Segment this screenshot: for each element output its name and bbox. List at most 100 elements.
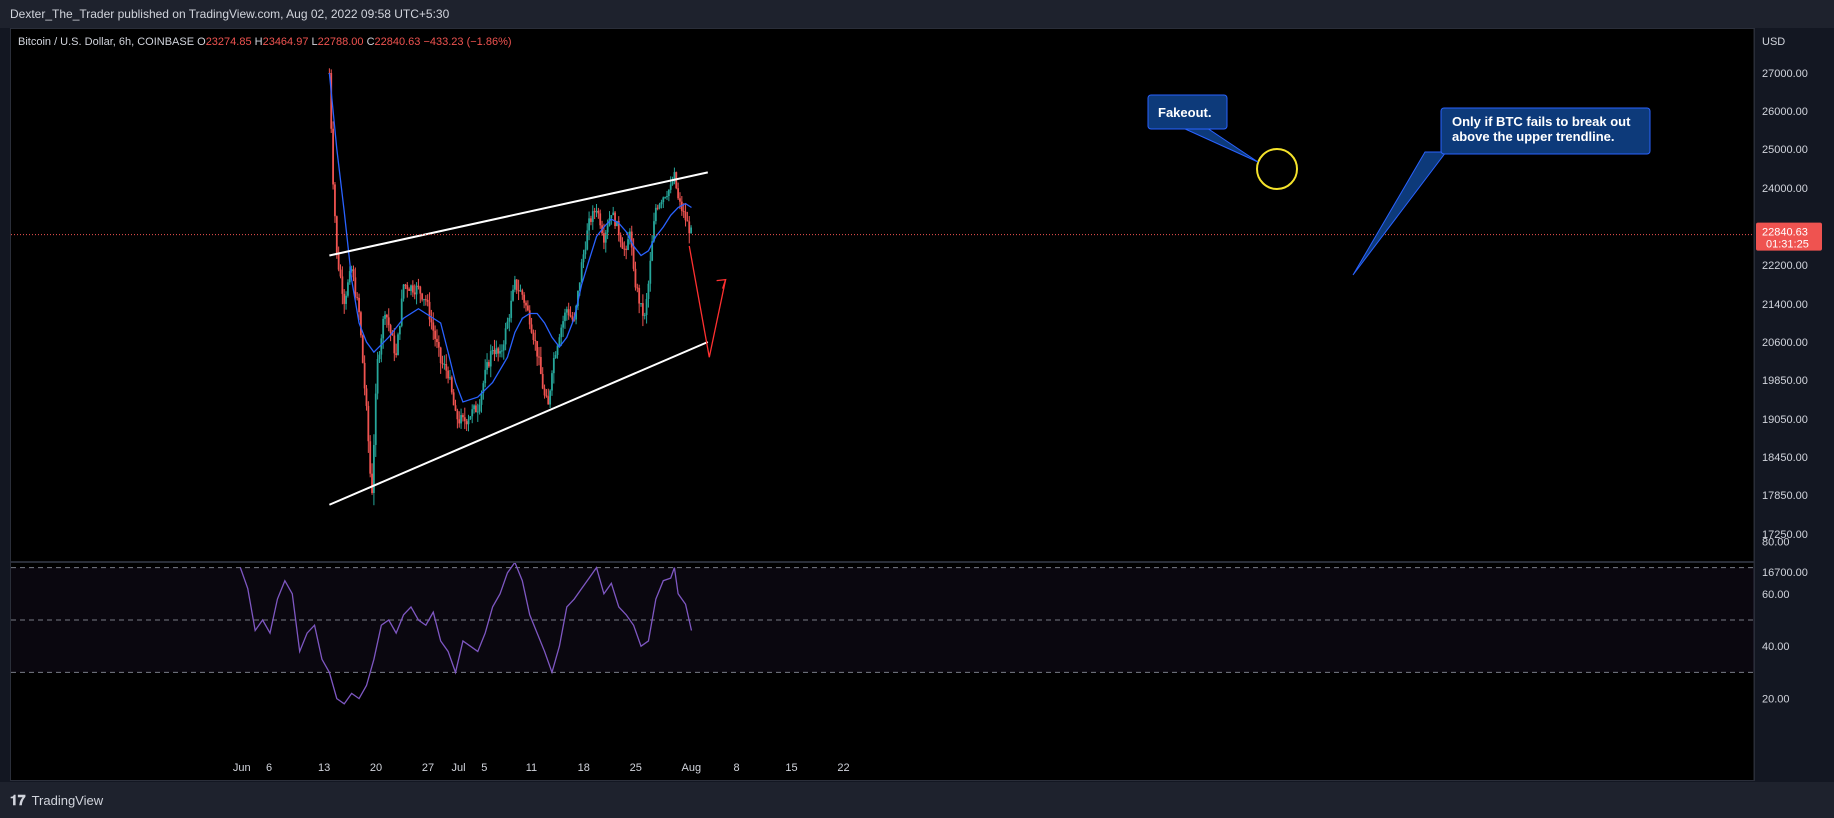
- candle-body: [541, 374, 544, 389]
- candle-body: [410, 285, 412, 291]
- candle-body: [684, 211, 687, 221]
- y-tick-label: 25000.00: [1762, 144, 1808, 156]
- candle-body: [651, 241, 654, 261]
- candle-body: [621, 242, 624, 249]
- candle-body: [571, 316, 574, 320]
- candle-body: [367, 405, 370, 442]
- candle-body: [437, 342, 440, 348]
- candle-body: [515, 279, 518, 291]
- candle-body: [517, 290, 520, 292]
- candle-body: [628, 231, 631, 240]
- y-tick-label: 20600.00: [1762, 337, 1808, 349]
- x-tick-label: 5: [481, 762, 487, 774]
- legend-part: 23464.97: [263, 36, 312, 48]
- candle-body: [645, 298, 648, 316]
- candle-body: [434, 330, 437, 339]
- candle-body: [632, 247, 635, 269]
- candle-body: [423, 299, 425, 301]
- candle-body: [488, 362, 490, 367]
- y-tick-label: 19050.00: [1762, 414, 1808, 426]
- footer-bar: 𝟏𝟕 TradingView: [0, 782, 1834, 818]
- x-tick-label: 15: [785, 762, 797, 774]
- legend-part: 22788.00: [318, 36, 367, 48]
- candle-body: [408, 289, 411, 291]
- projection-arrowhead: [716, 278, 727, 289]
- candle-body: [597, 210, 600, 214]
- candle-body: [599, 213, 602, 226]
- candle-body: [350, 269, 353, 272]
- candle-body: [365, 388, 368, 406]
- y-tick-label: 17850.00: [1762, 490, 1808, 502]
- candle-body: [513, 279, 516, 290]
- candle-body: [402, 284, 405, 299]
- candle-body: [512, 289, 514, 301]
- x-tick-label: 8: [733, 762, 739, 774]
- y-tick-label: 24000.00: [1762, 183, 1808, 195]
- x-tick-label: Jun: [233, 762, 251, 774]
- projection-path: [688, 245, 727, 358]
- candle-body: [526, 305, 529, 311]
- candle-body: [506, 321, 509, 329]
- candle-body: [558, 337, 561, 346]
- candle-body: [356, 297, 359, 299]
- candle-body: [352, 269, 355, 278]
- candle-body: [449, 377, 451, 379]
- candle-body: [641, 303, 644, 316]
- candle-body: [664, 197, 667, 199]
- symbol-legend: Bitcoin / U.S. Dollar, 6h, COINBASE O232…: [18, 36, 512, 48]
- candle-body: [510, 300, 513, 318]
- publish-header: Dexter_The_Trader published on TradingVi…: [0, 0, 1834, 28]
- candle-body: [565, 309, 568, 313]
- candle-body: [500, 350, 503, 352]
- candle-body: [385, 314, 388, 318]
- candle-body: [627, 239, 629, 250]
- candle-body: [363, 362, 366, 389]
- note-text-line2: above the upper trendline.: [1452, 129, 1615, 144]
- y-tick-label: 16700.00: [1762, 567, 1808, 579]
- candle-body: [690, 227, 693, 234]
- candle-body: [406, 285, 409, 290]
- candle-body: [497, 348, 500, 354]
- candle-body: [612, 212, 615, 216]
- candle-body: [595, 210, 598, 213]
- candle-body: [480, 392, 483, 405]
- candle-body: [647, 283, 650, 299]
- x-tick-label: 25: [630, 762, 642, 774]
- candle-body: [653, 221, 655, 242]
- candle-body: [530, 324, 533, 333]
- candle-body: [688, 221, 691, 234]
- candle-body: [469, 416, 472, 420]
- rsi-tick-label: 20.00: [1762, 694, 1790, 706]
- candle-body: [551, 373, 553, 391]
- current-price-tag: [1756, 222, 1822, 251]
- tradingview-logo[interactable]: 𝟏𝟕 TradingView: [10, 792, 103, 809]
- rsi-tick-label: 80.00: [1762, 536, 1790, 548]
- candle-body: [486, 362, 488, 370]
- legend-part: −433.23 (−1.86%): [423, 36, 511, 48]
- candle-body: [424, 299, 427, 301]
- note-callout: [1440, 107, 1651, 155]
- candle-body: [395, 353, 398, 356]
- candle-body: [475, 405, 477, 413]
- x-tick-label: 20: [370, 762, 382, 774]
- x-tick-label: 13: [318, 762, 330, 774]
- candle-body: [564, 312, 566, 322]
- candle-body: [358, 297, 360, 313]
- candle-body: [432, 322, 435, 331]
- candle-body: [536, 341, 539, 357]
- candle-body: [667, 189, 670, 197]
- candle-body: [584, 249, 587, 255]
- rsi-tick-label: 40.00: [1762, 641, 1790, 653]
- candle-body: [452, 392, 455, 406]
- candle-body: [400, 298, 403, 326]
- candle-body: [499, 351, 501, 354]
- candle-body: [354, 277, 357, 298]
- candle-body: [462, 415, 464, 418]
- legend-part: H: [255, 36, 263, 48]
- y-tick-label: 21400.00: [1762, 299, 1808, 311]
- candle-body: [616, 220, 618, 227]
- candle-body: [562, 321, 565, 328]
- price-chart[interactable]: USD27000.0026000.0025000.0024000.0023000…: [0, 0, 1834, 782]
- x-tick-label: 11: [526, 762, 537, 774]
- currency-label: USD: [1762, 36, 1785, 48]
